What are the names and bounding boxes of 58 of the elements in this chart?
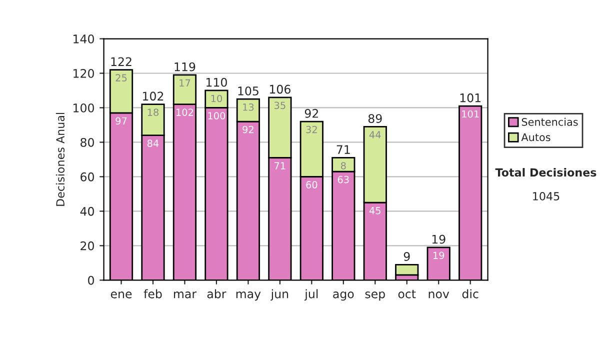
x-tick-label: nov	[428, 292, 450, 298]
y-tick-label: 60	[80, 172, 94, 182]
text: 1045	[533, 192, 560, 200]
x-tick-label: oct	[398, 290, 416, 298]
total-label: 71	[336, 145, 350, 154]
total-label: 119	[174, 62, 196, 72]
data-label: 32	[306, 126, 317, 134]
total-label: 105	[238, 86, 258, 96]
x-tick-label: ago	[333, 292, 354, 301]
x-tick-label: abr	[207, 289, 226, 298]
data-label: 97	[116, 117, 127, 125]
y-tick-label: 100	[74, 103, 94, 112]
data-label: 71	[274, 162, 286, 170]
data-label: 18	[148, 108, 159, 116]
data-label: 35	[274, 102, 286, 110]
y-tick-label: 140	[74, 34, 94, 44]
total-label: 19	[432, 234, 446, 244]
data-label: 102	[176, 108, 194, 116]
x-tick-label: jun	[270, 289, 288, 301]
y-tick-label: 80	[80, 138, 94, 147]
total-label: 9	[404, 252, 410, 261]
data-label: 44	[369, 131, 381, 138]
total-label: 101	[460, 93, 481, 102]
x-tick-label: jul	[304, 289, 318, 301]
data-label: 17	[180, 79, 190, 87]
data-label: 13	[243, 103, 254, 111]
bar	[395, 264, 419, 276]
data-label: 92	[242, 126, 254, 134]
data-label: 60	[306, 181, 318, 188]
y-tick-label: 120	[74, 68, 94, 78]
x-tick-label: feb	[144, 289, 162, 298]
y-axis-title: Decisiones Anual	[56, 112, 65, 206]
total-label: 89	[368, 114, 382, 124]
total-label: 122	[111, 57, 132, 66]
x-tick-label: sep	[365, 292, 385, 301]
total-label: 106	[270, 84, 290, 94]
x-tick-label: dic	[462, 289, 478, 298]
data-label: 100	[208, 112, 226, 120]
x-tick-label: ene	[110, 292, 132, 298]
legend-label: Autos	[521, 133, 550, 142]
legend-label: Sentencias	[522, 118, 578, 126]
data-label: 25	[116, 74, 127, 82]
data-label: 63	[338, 176, 349, 184]
text: Total Decisiones	[495, 168, 596, 177]
x-tick-label: may	[236, 292, 261, 301]
data-label: 19	[433, 252, 444, 260]
data-label: 45	[369, 207, 380, 214]
total-label: 102	[143, 92, 164, 101]
data-label: 101	[462, 110, 479, 118]
total-label: 110	[206, 78, 227, 87]
total-label: 92	[304, 108, 318, 118]
data-label: 8	[340, 162, 346, 170]
data-label: 84	[147, 140, 159, 148]
y-tick-label: 40	[80, 206, 94, 216]
y-tick-label: 0	[88, 276, 94, 285]
y-tick-label: 20	[80, 241, 94, 250]
x-tick-label: mar	[174, 292, 197, 298]
data-label: 10	[211, 94, 222, 102]
